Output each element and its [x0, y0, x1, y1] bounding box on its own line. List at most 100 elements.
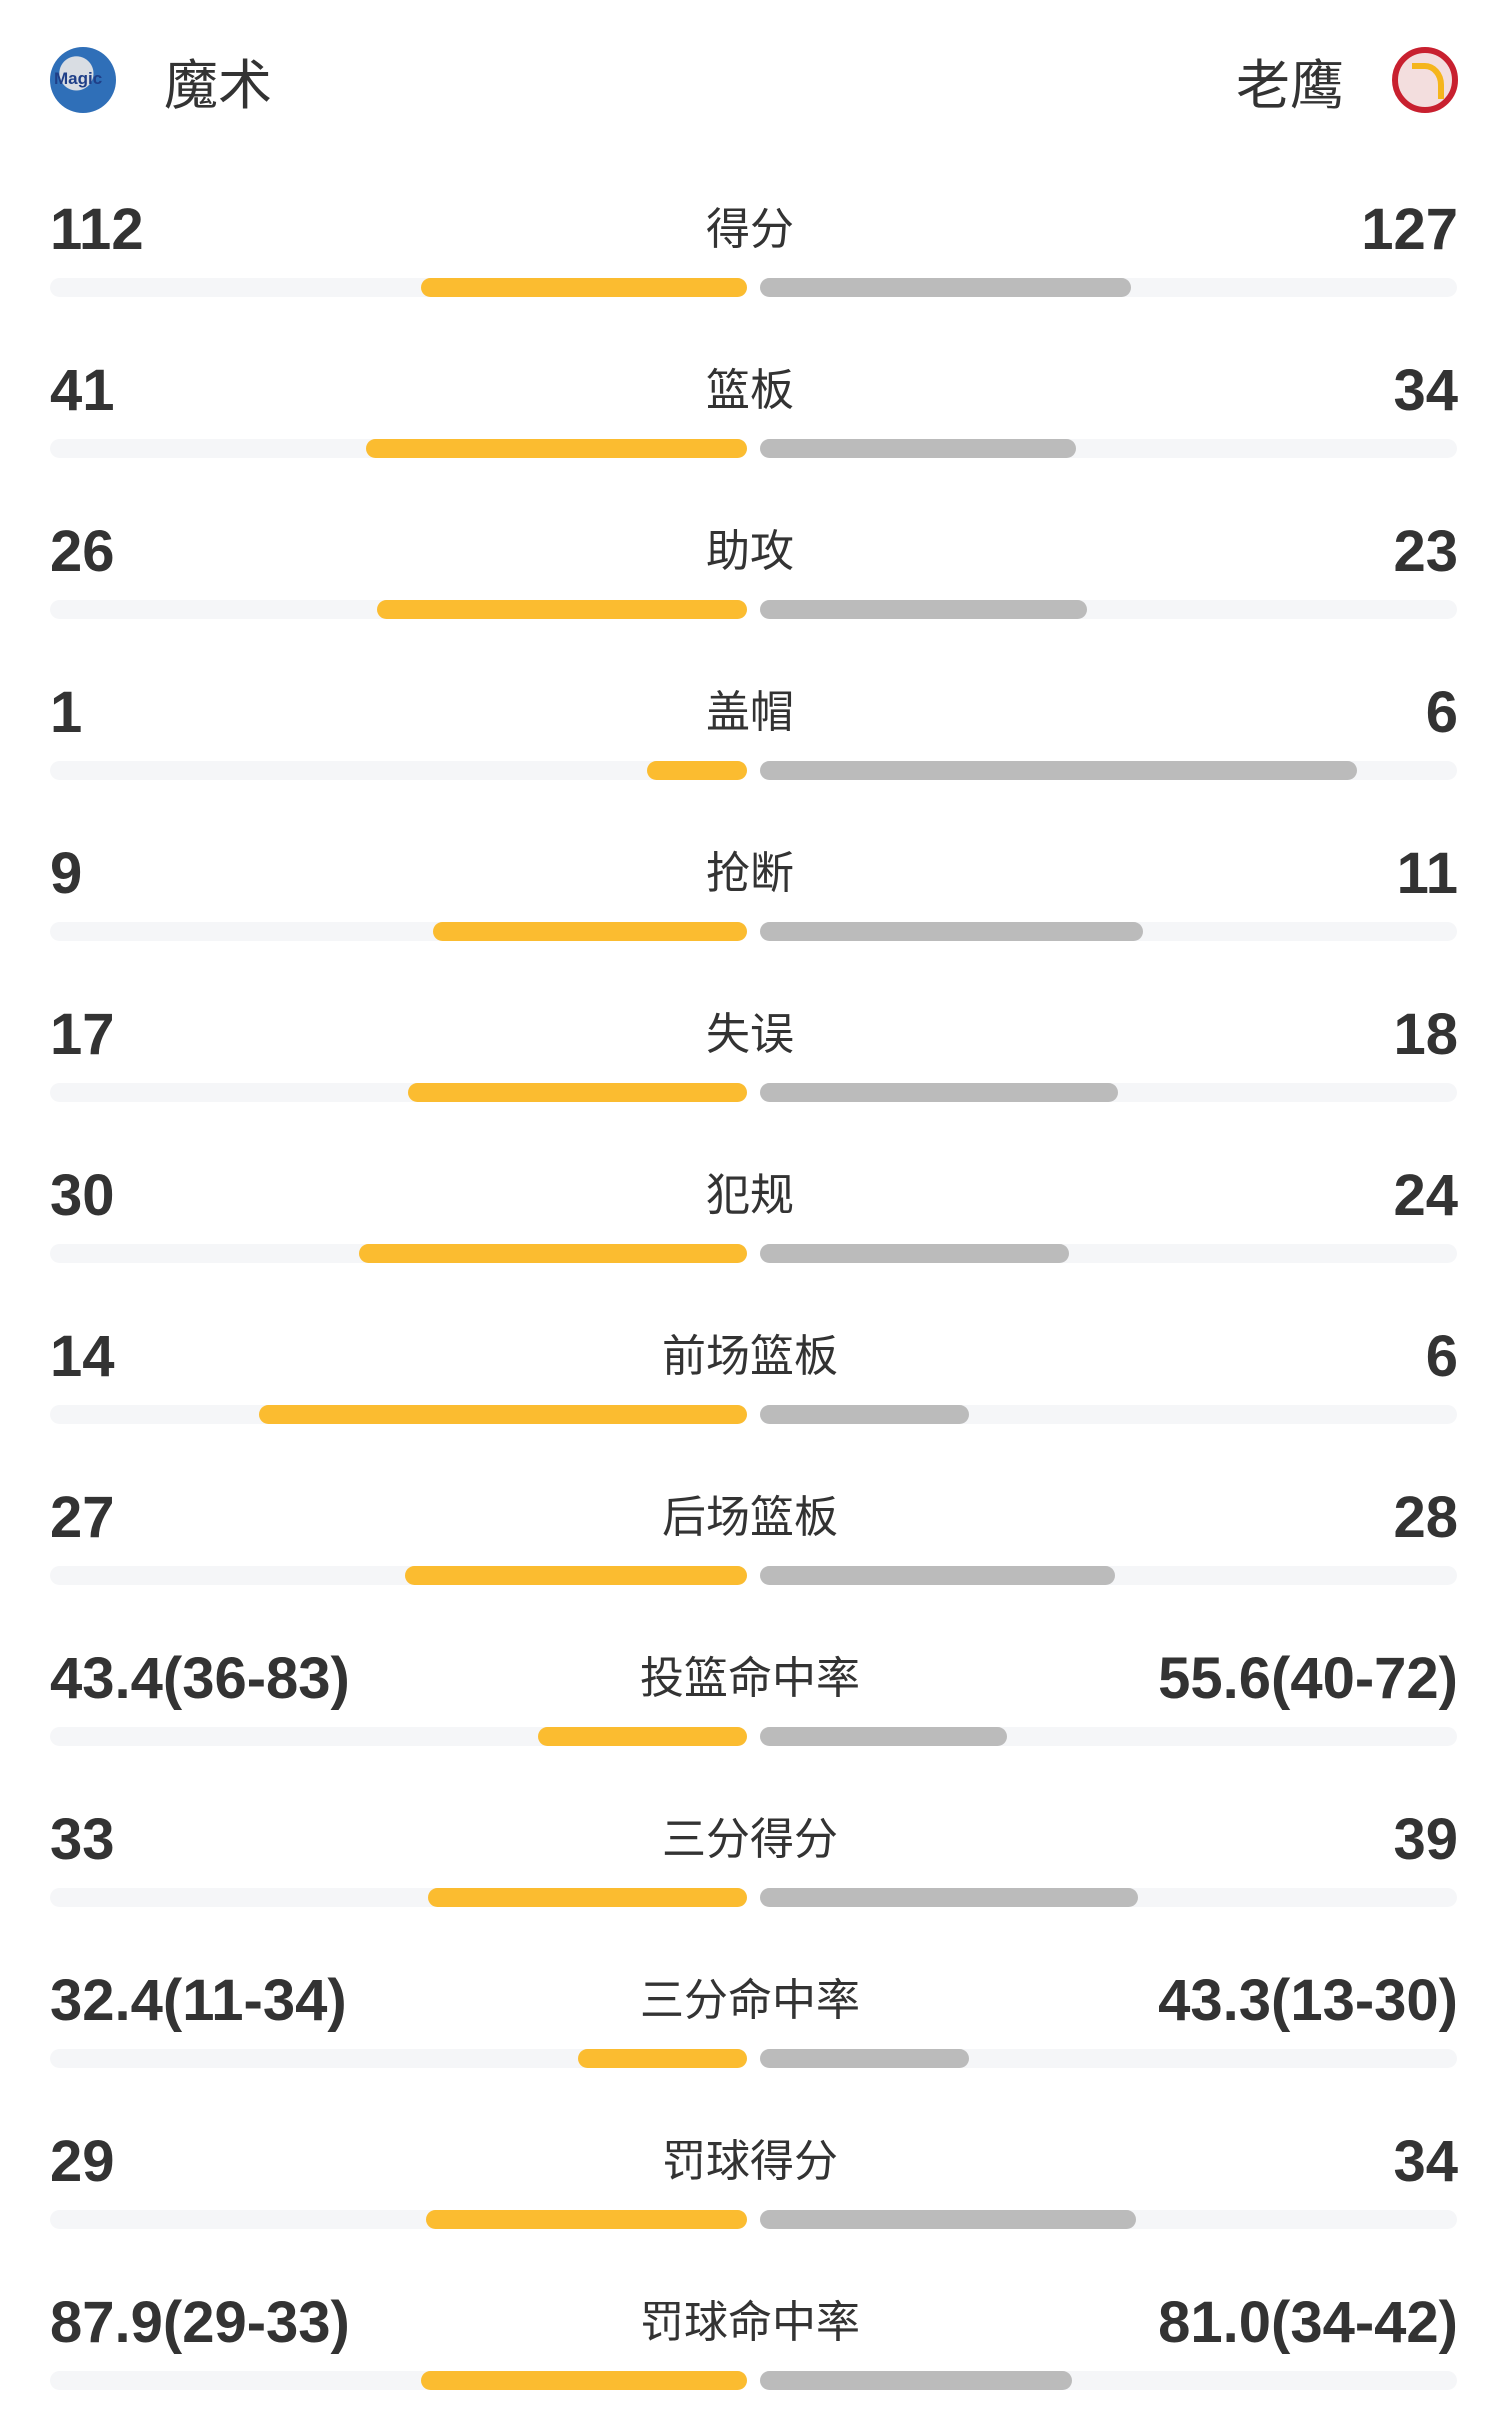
stat-label: 罚球得分	[662, 2136, 838, 2187]
home-bar-track	[50, 2210, 747, 2229]
stat-label: 盖帽	[706, 687, 794, 738]
stat-label: 得分	[706, 204, 794, 255]
away-bar-fill	[760, 439, 1076, 458]
stat-row: 43.4(36-83) 投篮命中率 55.6(40-72)	[0, 1609, 1500, 1770]
home-bar-track	[50, 1727, 747, 1746]
away-bar-fill	[760, 1566, 1115, 1585]
stat-label: 失误	[706, 1009, 794, 1060]
stat-row: 26 助攻 23	[0, 482, 1500, 643]
home-bar-track	[50, 439, 747, 458]
away-bar-track	[760, 2049, 1457, 2068]
stat-label: 罚球命中率	[640, 2297, 860, 2348]
away-bar-fill	[760, 1244, 1070, 1263]
stat-label: 后场篮板	[662, 1492, 838, 1543]
home-bar-track	[50, 2371, 747, 2390]
home-stat-value: 32.4(11-34)	[50, 1968, 347, 2033]
away-bar-track	[760, 1244, 1457, 1263]
away-bar-track	[760, 2210, 1457, 2229]
stat-row: 27 后场篮板 28	[0, 1448, 1500, 1609]
away-bar-fill	[760, 1888, 1138, 1907]
away-stat-value: 23	[1393, 519, 1458, 584]
away-team-name: 老鹰	[1236, 53, 1344, 117]
home-bar-fill	[259, 1405, 747, 1424]
away-bar-fill	[760, 2371, 1073, 2390]
away-stat-value: 43.3(13-30)	[1158, 1968, 1458, 2033]
home-bar-fill	[426, 2210, 747, 2229]
stat-row: 17 失误 18	[0, 965, 1500, 1126]
away-bar-fill	[760, 1727, 1008, 1746]
home-stat-value: 41	[50, 358, 115, 423]
home-stat-value: 29	[50, 2129, 115, 2194]
away-bar-track	[760, 2371, 1457, 2390]
away-bar-fill	[760, 761, 1358, 780]
stat-label: 犯规	[706, 1170, 794, 1221]
away-bar-fill	[760, 278, 1131, 297]
away-stat-value: 34	[1393, 2129, 1458, 2194]
stat-row: 1 盖帽 6	[0, 643, 1500, 804]
home-bar-track	[50, 600, 747, 619]
away-bar-track	[760, 600, 1457, 619]
home-bar-fill	[427, 1888, 747, 1907]
home-team-name: 魔术	[164, 53, 272, 117]
away-bar-track	[760, 1405, 1457, 1424]
home-bar-fill	[408, 1083, 747, 1102]
home-bar-fill	[420, 2371, 747, 2390]
stat-row: 41 篮板 34	[0, 321, 1500, 482]
home-bar-track	[50, 1888, 747, 1907]
away-bar-track	[760, 439, 1457, 458]
stat-row: 29 罚球得分 34	[0, 2092, 1500, 2253]
home-bar-track	[50, 1083, 747, 1102]
home-bar-fill	[420, 278, 747, 297]
away-stat-value: 24	[1393, 1163, 1458, 1228]
home-bar-fill	[577, 2049, 747, 2068]
home-bar-fill	[647, 761, 747, 780]
away-bar-fill	[760, 1405, 970, 1424]
home-bar-track	[50, 761, 747, 780]
stat-row: 9 抢断 11	[0, 804, 1500, 965]
home-bar-track	[50, 1405, 747, 1424]
stat-label: 三分得分	[662, 1814, 838, 1865]
stat-row: 14 前场篮板 6	[0, 1287, 1500, 1448]
home-team[interactable]: Magic 魔术	[50, 30, 272, 130]
home-bar-fill	[376, 600, 747, 619]
home-stat-value: 26	[50, 519, 115, 584]
stat-row: 30 犯规 24	[0, 1126, 1500, 1287]
home-bar-fill	[404, 1566, 747, 1585]
away-stat-value: 6	[1425, 680, 1458, 745]
home-bar-track	[50, 278, 747, 297]
away-bar-track	[760, 1083, 1457, 1102]
home-stat-value: 14	[50, 1324, 115, 1389]
home-stat-value: 27	[50, 1485, 115, 1550]
away-stat-value: 34	[1393, 358, 1458, 423]
stat-row: 87.9(29-33) 罚球命中率 81.0(34-42)	[0, 2253, 1500, 2414]
home-bar-track	[50, 1566, 747, 1585]
away-stat-value: 11	[1396, 841, 1458, 906]
away-stat-value: 39	[1393, 1807, 1458, 1872]
match-header: Magic 魔术 老鹰	[0, 30, 1500, 130]
away-team[interactable]: 老鹰	[1236, 30, 1458, 130]
stat-row: 33 三分得分 39	[0, 1770, 1500, 1931]
stat-row: 32.4(11-34) 三分命中率 43.3(13-30)	[0, 1931, 1500, 2092]
stat-label: 篮板	[706, 365, 794, 416]
home-bar-track	[50, 1244, 747, 1263]
away-bar-fill	[760, 922, 1144, 941]
away-stat-value: 28	[1393, 1485, 1458, 1550]
home-stat-value: 43.4(36-83)	[50, 1646, 350, 1711]
stat-row: 112 得分 127	[0, 160, 1500, 321]
home-stat-value: 9	[50, 841, 83, 906]
atlanta-hawks-logo-icon	[1392, 47, 1458, 113]
away-bar-track	[760, 922, 1457, 941]
away-stat-value: 127	[1361, 197, 1458, 262]
stat-label: 三分命中率	[640, 1975, 860, 2026]
home-bar-fill	[365, 439, 747, 458]
away-bar-fill	[760, 600, 1087, 619]
orlando-magic-logo-icon: Magic	[50, 47, 116, 113]
away-stat-value: 55.6(40-72)	[1158, 1646, 1458, 1711]
home-bar-fill	[537, 1727, 747, 1746]
away-bar-track	[760, 1566, 1457, 1585]
stat-label: 前场篮板	[662, 1331, 838, 1382]
away-bar-track	[760, 1888, 1457, 1907]
away-bar-fill	[760, 2049, 970, 2068]
away-bar-fill	[760, 1083, 1119, 1102]
home-bar-fill	[433, 922, 747, 941]
